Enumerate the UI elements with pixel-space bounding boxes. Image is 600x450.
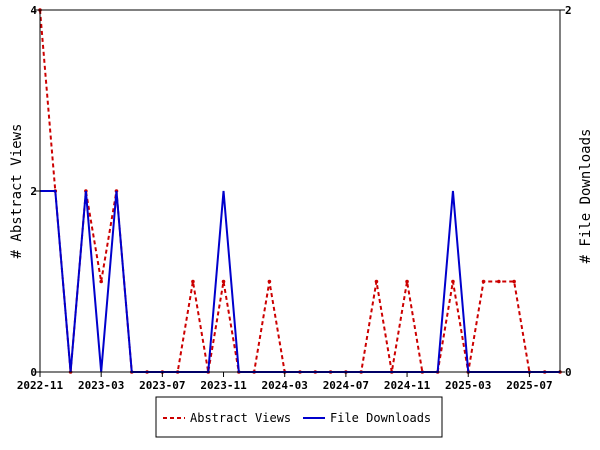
y-left-tick-label: 0: [30, 366, 37, 379]
y-axis-left: 0 2 4: [30, 4, 40, 379]
y-left-tick-label: 2: [30, 185, 37, 198]
x-axis: 2022-11 2023-03 2023-07 2023-11 2024-03 2024-…: [17, 372, 553, 392]
y-axis-right-title: # File Downloads: [578, 129, 594, 264]
data-point-abstract-views: [99, 279, 103, 284]
y-left-tick-label: 4: [30, 4, 37, 17]
data-point-abstract-views: [191, 279, 195, 284]
data-point-abstract-views: [451, 279, 455, 284]
y-right-tick-label: 2: [565, 4, 572, 17]
x-tick-label: 2025-03: [445, 379, 491, 392]
y-axis-right: 02: [560, 4, 572, 379]
data-point-abstract-views: [267, 279, 272, 284]
y-right-tick-label: 0: [565, 366, 572, 379]
legend-box: [155, 396, 443, 438]
data-point-abstract-views: [374, 279, 379, 284]
x-tick-label: 2023-07: [139, 379, 185, 392]
data-point-abstract-views: [512, 279, 516, 284]
data-point-abstract-views: [497, 279, 501, 284]
legend: Abstract Views File Downloads: [155, 396, 443, 438]
x-tick-label: 2025-07: [506, 379, 552, 392]
x-tick-label: 2024-07: [323, 379, 369, 392]
x-tick-label: 2024-03: [262, 379, 308, 392]
x-tick-label: 2024-11: [384, 379, 431, 392]
data-point-abstract-views: [221, 279, 226, 284]
x-tick-label: 2023-11: [200, 379, 247, 392]
y-axis-left-title: # Abstract Views: [9, 124, 25, 259]
legend-label-abstract-views: Abstract Views: [190, 411, 291, 425]
legend-label-file-downloads: File Downloads: [330, 411, 431, 425]
x-tick-label: 2022-11: [17, 379, 64, 392]
x-tick-label: 2023-03: [78, 379, 124, 392]
plot-area: [38, 8, 562, 374]
data-point-abstract-views: [405, 279, 409, 284]
data-point-abstract-views: [481, 279, 486, 284]
